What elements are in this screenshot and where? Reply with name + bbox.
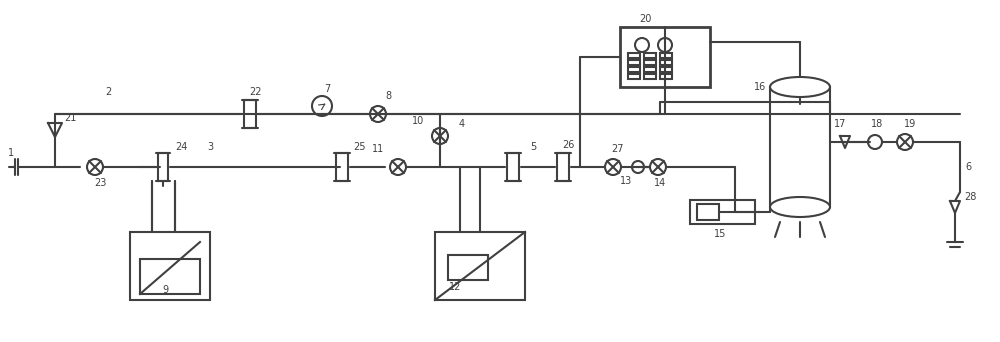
Bar [660,53,672,58]
Bar [130,232,210,300]
Bar [644,60,656,65]
Bar [140,259,200,294]
Circle shape [605,159,621,175]
Circle shape [370,106,386,122]
Text: 19: 19 [904,119,916,129]
Text: 3: 3 [207,142,213,152]
Text: 7: 7 [324,84,330,94]
Circle shape [632,161,644,173]
Text: 13: 13 [620,176,632,186]
Bar [448,255,488,280]
Text: 14: 14 [654,178,666,188]
Text: 24: 24 [175,142,187,152]
Text: 11: 11 [372,144,384,154]
Text: 6: 6 [965,162,971,172]
Circle shape [868,135,882,149]
Text: 26: 26 [562,140,574,150]
Text: 20: 20 [639,14,651,24]
Bar [644,53,656,58]
Text: 10: 10 [412,116,424,126]
Bar [660,67,672,72]
Text: 21: 21 [64,113,76,123]
Bar [435,232,525,300]
Circle shape [87,159,103,175]
Text: 23: 23 [94,178,106,188]
Bar [620,27,710,87]
Bar [628,53,640,58]
Circle shape [432,128,448,144]
Bar [557,153,569,181]
Circle shape [390,159,406,175]
Text: 27: 27 [612,144,624,154]
Bar [507,153,519,181]
Circle shape [635,38,649,52]
Text: 15: 15 [714,229,726,239]
Text: 16: 16 [754,82,766,92]
Circle shape [658,38,672,52]
Bar [690,200,755,224]
Text: 5: 5 [530,142,536,152]
Text: 1: 1 [8,148,14,158]
Text: 28: 28 [964,192,976,202]
Text: 2: 2 [105,87,111,97]
Bar [660,74,672,79]
Text: 8: 8 [385,91,391,101]
Bar [644,74,656,79]
Text: 9: 9 [162,285,168,295]
Ellipse shape [770,197,830,217]
Circle shape [312,96,332,116]
Circle shape [897,134,913,150]
Bar [770,87,830,207]
Bar [697,204,719,220]
Text: 17: 17 [834,119,846,129]
Text: 25: 25 [354,142,366,152]
Bar [244,100,256,128]
Bar [336,153,348,181]
Text: 12: 12 [449,282,461,292]
Bar [628,67,640,72]
Bar [628,74,640,79]
Text: 18: 18 [871,119,883,129]
Ellipse shape [770,77,830,97]
Bar [628,60,640,65]
Bar [644,67,656,72]
Bar [158,153,168,181]
Text: 22: 22 [249,87,261,97]
Bar [660,60,672,65]
Circle shape [650,159,666,175]
Text: 4: 4 [459,119,465,129]
